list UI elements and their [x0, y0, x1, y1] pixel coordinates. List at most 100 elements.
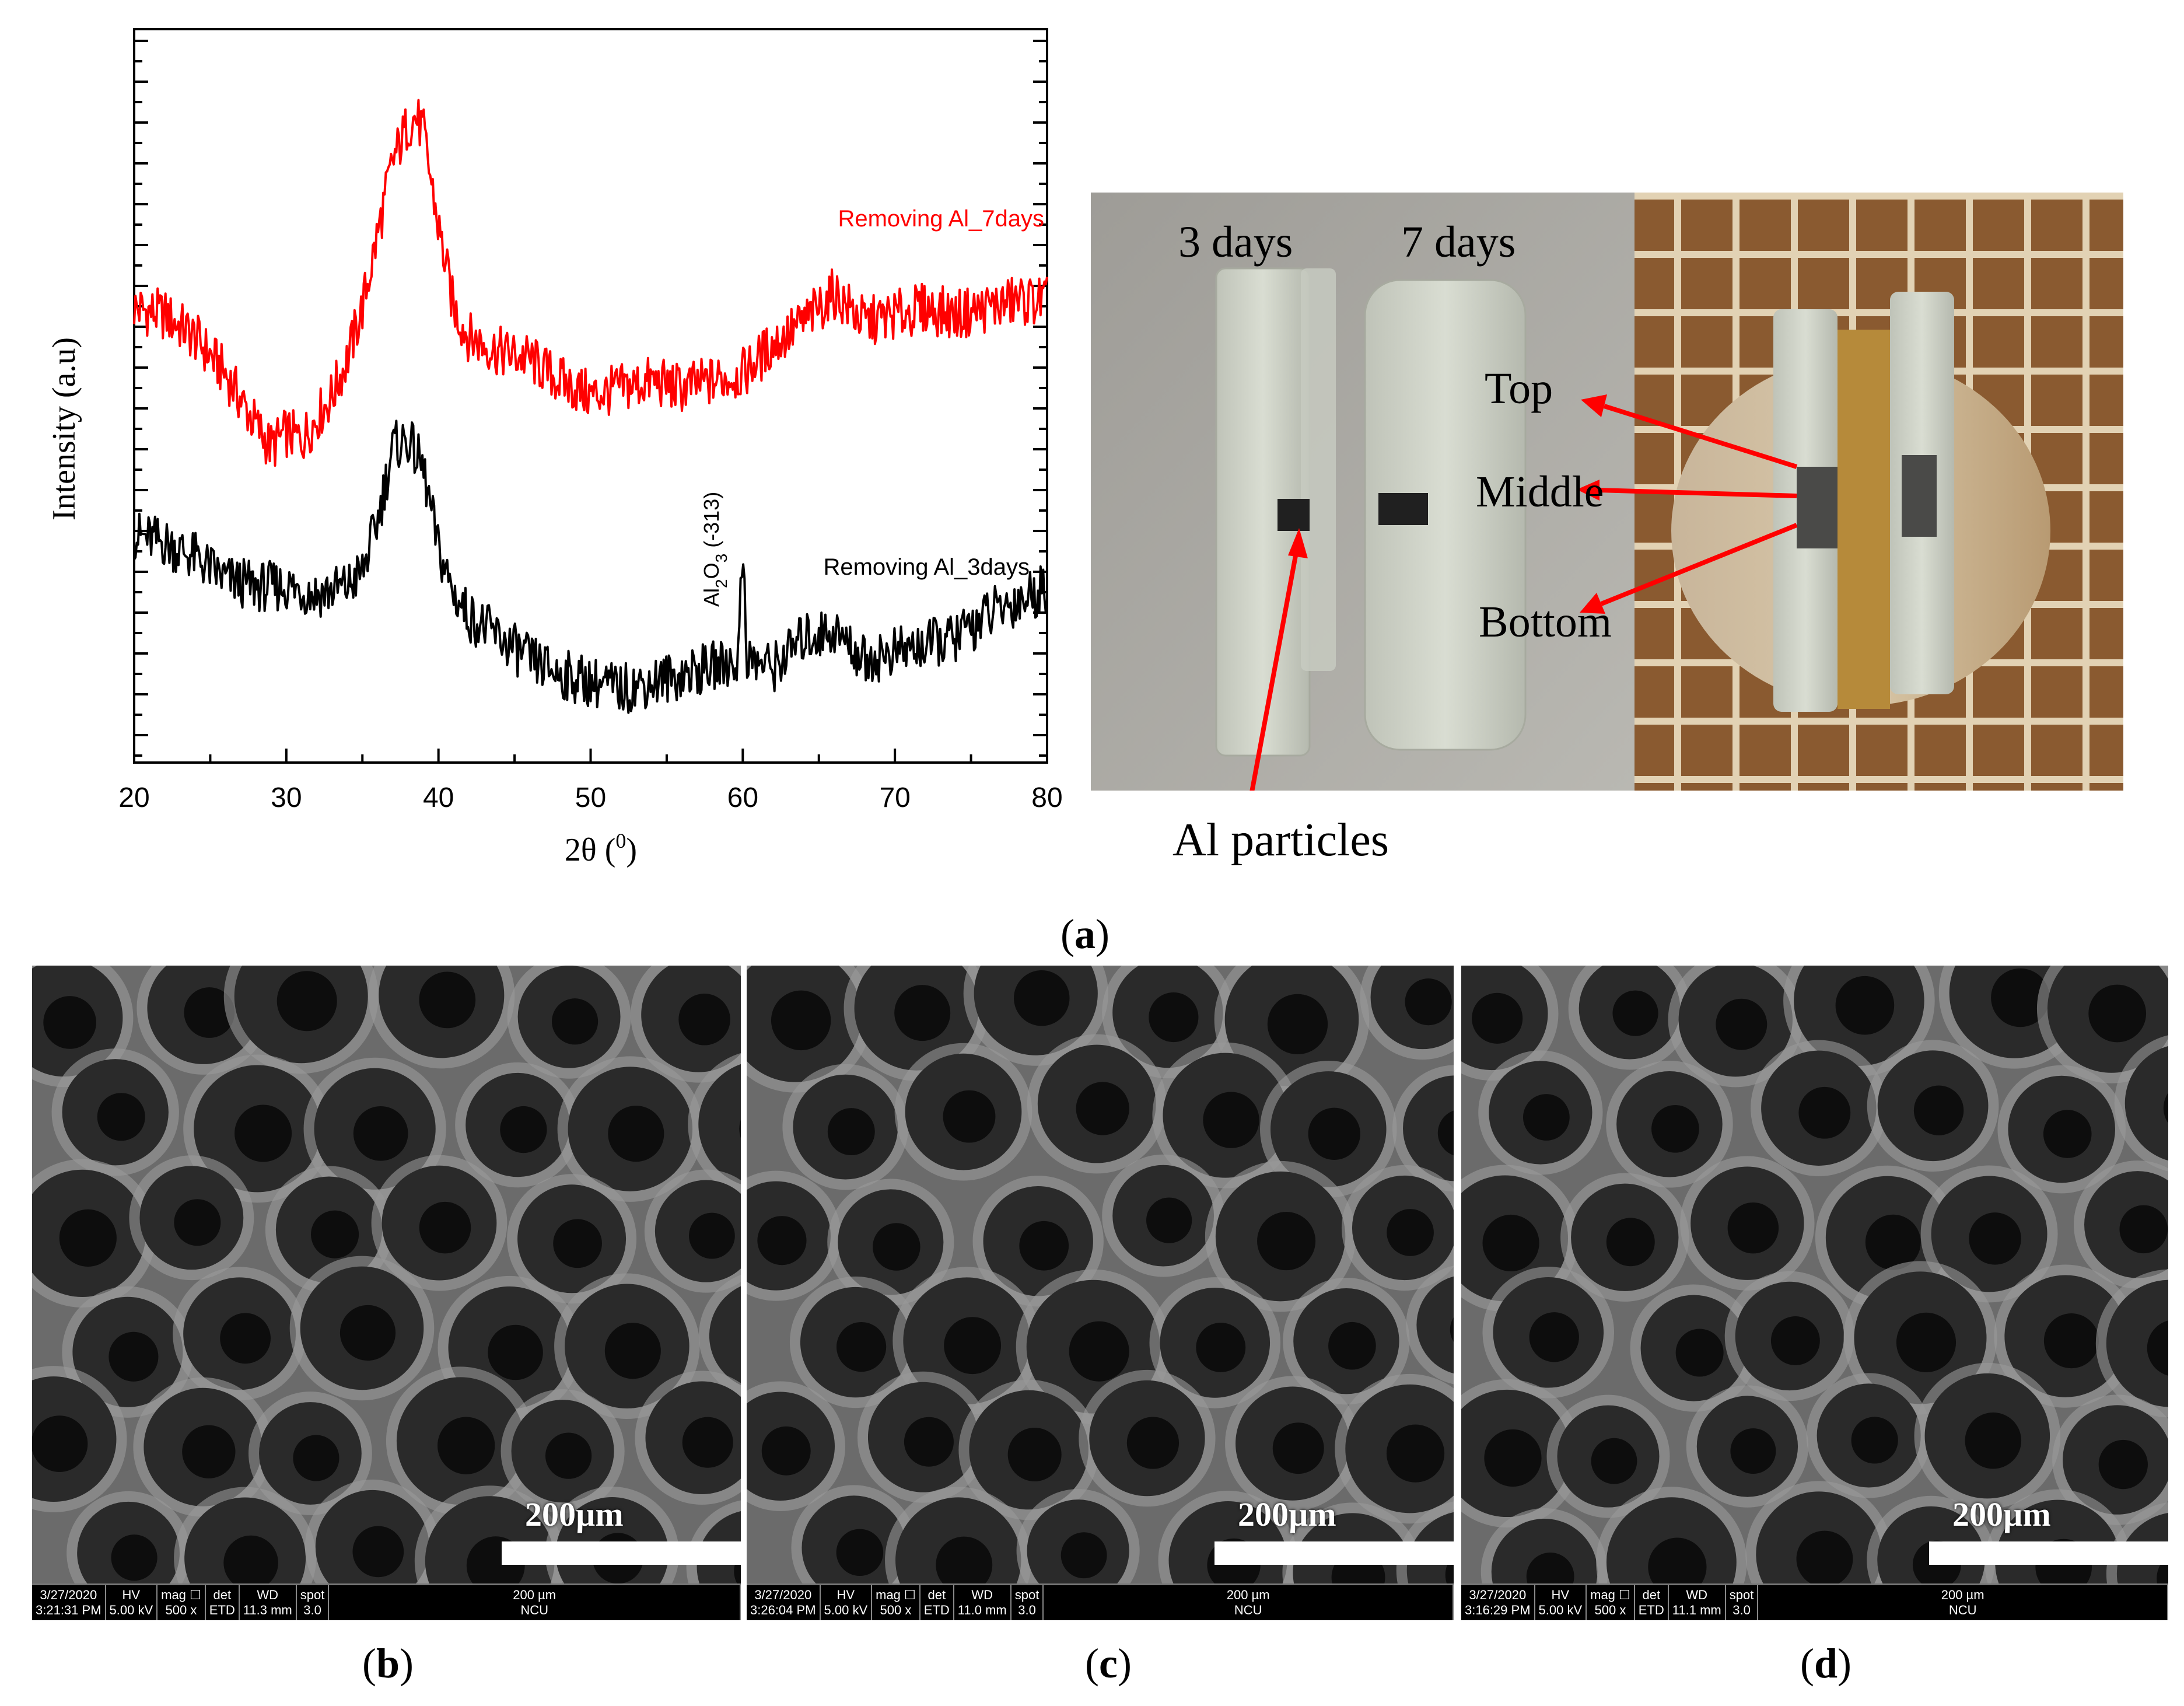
series-label-7days: Removing Al_7days	[838, 206, 1044, 232]
pore-core	[1484, 1429, 1542, 1487]
pore-core	[1149, 992, 1199, 1043]
info-text: 11.0 mm	[957, 1603, 1007, 1617]
pore-core	[1730, 1428, 1776, 1474]
info-mag: mag ☐ 500 x	[158, 1585, 206, 1620]
info-text: 500 x	[1594, 1603, 1626, 1617]
info-text: 3/27/2020	[40, 1588, 97, 1602]
pore-core	[1328, 1322, 1376, 1370]
info-date-time: 3/27/2020 3:16:29 PM	[1461, 1585, 1535, 1620]
pore-core	[276, 971, 337, 1032]
pore-core	[757, 1216, 807, 1265]
pore-core	[1675, 1329, 1724, 1377]
info-text: ETD	[209, 1603, 235, 1617]
x-tick-label: 80	[1031, 782, 1062, 813]
xrd-chart: 20 30 40 50 60 70 80 Removing Al_7days Removin…	[46, 28, 1063, 868]
x-tick-label: 30	[271, 782, 302, 813]
pore-core	[1019, 1221, 1069, 1271]
pore-core	[1796, 1530, 1853, 1588]
pore-core	[827, 1108, 875, 1156]
pore-core	[682, 1417, 733, 1468]
pore-core	[1612, 990, 1658, 1036]
pore-core	[353, 1106, 408, 1161]
pore	[1416, 1276, 1454, 1374]
x-tick-label: 40	[423, 782, 454, 813]
x-ticks: 20 30 40 50 60 70 80	[118, 749, 1063, 813]
pore-core	[1965, 1412, 2022, 1469]
info-text: mag ☐	[876, 1588, 916, 1602]
pore-core	[1969, 1212, 2021, 1265]
info-text: 3.0	[1018, 1603, 1036, 1617]
pore-core	[2163, 1092, 2168, 1124]
series-group	[133, 99, 1048, 714]
info-text: 5.00 kV	[824, 1603, 868, 1617]
info-text: 3/27/2020	[754, 1588, 812, 1602]
pore-core	[419, 1201, 471, 1254]
pore-core	[1591, 1438, 1637, 1484]
info-text: 3:21:31 PM	[36, 1603, 102, 1617]
scale-bar	[1214, 1541, 1454, 1565]
pore-core	[608, 1106, 664, 1162]
pore-core	[293, 1435, 340, 1481]
pore-core	[739, 1119, 741, 1138]
tape-strip	[1838, 330, 1890, 709]
info-det: det ETD	[1635, 1585, 1669, 1620]
pore-core	[1865, 1214, 1921, 1270]
sample-7days	[1364, 279, 1527, 751]
sem-texture	[32, 966, 741, 1620]
pore-core	[352, 1526, 404, 1578]
info-text: HV	[836, 1588, 855, 1602]
pore	[1403, 1075, 1454, 1181]
info-spot: spot 3.0	[1012, 1585, 1044, 1620]
arrowhead-bottom	[1580, 593, 1605, 614]
sem-info-bar: 3/27/2020 3:21:31 PM HV 5.00 kV mag ☐ 500 x de…	[32, 1583, 741, 1620]
pore	[698, 1064, 741, 1184]
scale-label: 200µm	[1952, 1495, 2051, 1533]
label-3days: 3 days	[1178, 218, 1293, 267]
pore-core	[836, 1529, 884, 1576]
pore-core	[1851, 1417, 1898, 1464]
arrow-middle	[1598, 488, 1797, 498]
arrow-top	[1603, 404, 1798, 469]
info-scale: 200 µm NCU	[1758, 1585, 2168, 1620]
info-text: spot	[1729, 1588, 1754, 1602]
caption-a: (a)	[1060, 911, 1110, 957]
pore-core	[311, 1210, 359, 1258]
info-date-time: 3/27/2020 3:21:31 PM	[32, 1585, 106, 1620]
sample-photo	[1091, 193, 2123, 791]
info-wd: WD 11.0 mm	[954, 1585, 1012, 1620]
info-wd: WD 11.1 mm	[1669, 1585, 1726, 1620]
info-mag: mag ☐ 500 x	[872, 1585, 921, 1620]
pore-core	[2088, 984, 2147, 1043]
info-scale: 200 µm NCU	[1044, 1585, 1454, 1620]
caption-c: (c)	[1085, 1640, 1132, 1687]
info-text: HV	[1551, 1588, 1570, 1602]
y-axis-label: Intensity (a.u)	[46, 337, 82, 520]
sample-3days-edge	[1301, 268, 1336, 671]
series-label-3days: Removing Al_3days	[823, 554, 1030, 580]
info-text: WD	[257, 1588, 279, 1602]
info-text: WD	[971, 1588, 993, 1602]
info-hv: HV 5.00 kV	[106, 1585, 158, 1620]
sem-texture	[747, 966, 1454, 1620]
label-7days: 7 days	[1401, 218, 1516, 267]
pore-core	[689, 1212, 735, 1259]
sem-texture	[1461, 966, 2168, 1620]
pore-core	[1069, 1321, 1129, 1382]
info-text: 3:16:29 PM	[1465, 1603, 1531, 1617]
info-text: NCU	[520, 1603, 548, 1617]
pore-core	[1405, 978, 1452, 1026]
pore-core	[59, 1209, 117, 1267]
pore-core	[1716, 998, 1768, 1050]
info-text: WD	[1686, 1588, 1708, 1602]
pore-core	[553, 1219, 602, 1268]
pore-core	[1257, 1212, 1316, 1271]
pore-core	[1770, 1316, 1820, 1365]
pore-core	[1450, 1317, 1454, 1342]
pore-core	[1835, 976, 1895, 1035]
pore	[2106, 1280, 2168, 1407]
scale-bar	[1929, 1541, 2168, 1565]
pore-core	[2043, 1313, 2099, 1369]
pore-core	[32, 1415, 88, 1472]
label-top: Top	[1485, 364, 1553, 413]
pore-core	[223, 1535, 278, 1590]
